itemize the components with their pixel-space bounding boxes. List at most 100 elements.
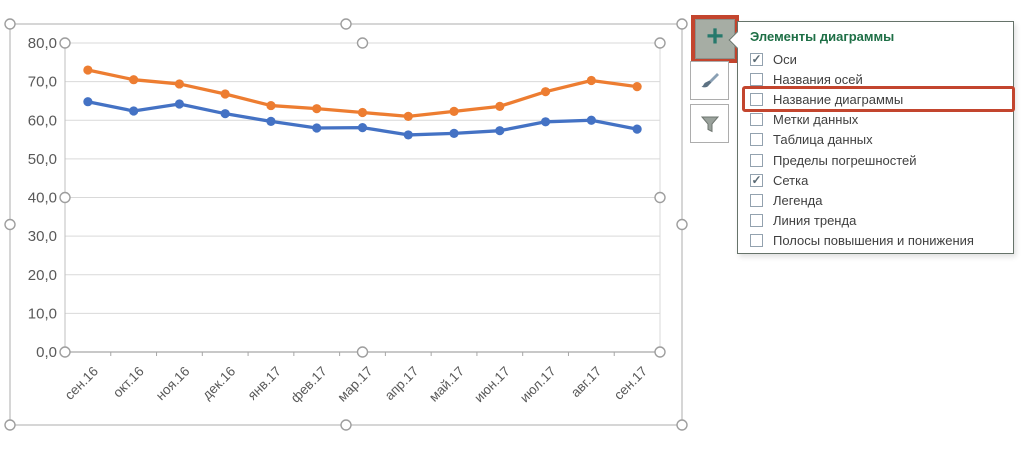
data-point-marker[interactable]	[403, 130, 413, 140]
selection-handle[interactable]	[676, 18, 688, 30]
data-point-marker[interactable]	[403, 111, 413, 121]
checkbox-axis-titles-unchecked[interactable]	[750, 72, 763, 86]
y-axis-labels: 0,0 10,0 20,0 30,0 40,0 50,0 60,0 70,0 80,0	[28, 35, 57, 361]
selection-handle[interactable]	[340, 18, 352, 30]
menu-title: Элементы диаграммы	[750, 29, 895, 44]
data-point-marker[interactable]	[357, 122, 368, 133]
menu-item-label: Метки данных	[773, 112, 859, 128]
data-point-marker[interactable]	[586, 75, 596, 86]
y-tick-label: 60,0	[28, 112, 57, 129]
selection-handle[interactable]	[356, 37, 369, 49]
checkbox-legend-unchecked[interactable]	[750, 193, 763, 207]
series-orange-series[interactable]	[83, 65, 642, 121]
data-point-marker[interactable]	[129, 106, 139, 116]
data-point-marker[interactable]	[266, 100, 276, 111]
menu-item-label: Название диаграммы	[773, 91, 904, 107]
menu-item-legend[interactable]: Легенда	[749, 190, 1013, 210]
data-point-marker[interactable]	[220, 109, 230, 119]
menu-item-axes[interactable]: ✓ Оси	[749, 49, 1013, 69]
x-tick-label: дек.16	[199, 364, 238, 403]
data-point-marker[interactable]	[357, 107, 368, 118]
checkbox-trendline-unchecked[interactable]	[750, 214, 763, 228]
checkbox-axes-checked[interactable]: ✓	[750, 52, 763, 67]
data-point-marker[interactable]	[632, 124, 642, 134]
data-point-marker[interactable]	[540, 117, 551, 127]
menu-item-trendline[interactable]: Линия тренда	[749, 211, 1013, 231]
menu-item-label: Линия тренда	[773, 213, 857, 229]
data-point-marker[interactable]	[586, 115, 596, 125]
selection-handle[interactable]	[59, 37, 71, 49]
checkbox-chart-title-unchecked[interactable]	[750, 92, 763, 106]
data-point-marker[interactable]	[495, 126, 505, 136]
menu-item-label: Оси	[773, 51, 797, 67]
data-point-marker[interactable]	[495, 101, 505, 111]
chart-filters-button[interactable]	[690, 104, 729, 143]
checkbox-data-table-unchecked[interactable]	[750, 133, 763, 147]
selection-handle[interactable]	[654, 346, 666, 358]
series-blue-series[interactable]	[83, 97, 642, 140]
selection-handle[interactable]	[59, 346, 71, 358]
menu-item-gridlines[interactable]: ✓ Сетка	[749, 170, 1013, 190]
funnel-icon	[700, 116, 719, 132]
menu-item-data-labels[interactable]: Метки данных	[749, 110, 1013, 130]
selection-handle[interactable]	[654, 37, 666, 49]
x-tick-label: апр.17	[382, 364, 422, 404]
menu-item-axis-titles[interactable]: Названия осей	[749, 69, 1013, 89]
data-point-marker[interactable]	[174, 79, 185, 89]
data-point-marker[interactable]	[83, 65, 93, 75]
x-tick-label: янв.17	[245, 364, 284, 403]
x-tick-label: сен.17	[611, 364, 650, 403]
x-tick-label: окт.16	[110, 364, 147, 401]
menu-item-label: Сетка	[773, 172, 809, 188]
y-tick-label: 70,0	[28, 74, 57, 91]
menu-item-error-bars[interactable]: Пределы погрешностей	[749, 150, 1013, 170]
x-tick-label: ноя.16	[153, 364, 193, 404]
chart-styles-button[interactable]	[690, 61, 729, 100]
checkbox-up-down-bars-unchecked[interactable]	[750, 234, 763, 248]
data-point-marker[interactable]	[174, 99, 185, 109]
menu-item-label: Легенда	[773, 192, 823, 208]
menu-item-list: ✓ Оси Названия осей Название диаграммы Метки…	[742, 49, 1015, 251]
selection-handle[interactable]	[4, 18, 16, 30]
menu-item-label: Названия осей	[773, 71, 863, 87]
data-point-marker[interactable]	[83, 97, 93, 107]
selection-handle[interactable]	[356, 346, 369, 358]
selection-handle[interactable]	[676, 419, 688, 431]
checkbox-error-bars-unchecked[interactable]	[750, 153, 763, 167]
y-tick-label: 0,0	[36, 344, 57, 361]
data-point-marker[interactable]	[449, 106, 459, 116]
x-tick-label: мар.17	[335, 364, 376, 405]
selected-line-chart[interactable]: 0,0 10,0 20,0 30,0 40,0 50,0 60,0 70,0 80,0 сен.1…	[0, 0, 700, 449]
data-point-marker[interactable]	[449, 128, 459, 138]
data-point-marker[interactable]	[266, 116, 276, 127]
x-tick-label: июн.17	[471, 364, 513, 406]
data-point-marker[interactable]	[312, 104, 322, 114]
x-tick-label: авг.17	[568, 364, 605, 401]
selection-handle[interactable]	[4, 218, 16, 231]
x-axis-labels: сен.16 окт.16 ноя.16 дек.16 янв.17 фев.17 мар.…	[62, 364, 650, 406]
data-point-marker[interactable]	[632, 82, 642, 92]
data-point-marker[interactable]	[129, 75, 139, 85]
selection-handle[interactable]	[676, 218, 688, 231]
selection-handle[interactable]	[4, 419, 16, 431]
plot-area-handles[interactable]	[59, 37, 666, 358]
x-tick-label: июл.17	[517, 364, 559, 406]
menu-item-up-down-bars[interactable]: Полосы повышения и понижения	[749, 231, 1013, 251]
y-tick-label: 10,0	[28, 305, 57, 322]
y-tick-label: 40,0	[28, 190, 57, 207]
menu-item-label: Таблица данных	[773, 132, 873, 148]
data-point-marker[interactable]	[540, 87, 551, 97]
menu-item-chart-title[interactable]: Название диаграммы	[742, 86, 1015, 113]
checkbox-data-labels-unchecked[interactable]	[750, 113, 763, 127]
x-tick-label: фев.17	[288, 364, 330, 406]
data-point-marker[interactable]	[220, 89, 230, 99]
menu-item-data-table[interactable]: Таблица данных	[749, 130, 1013, 150]
checkbox-gridlines-checked[interactable]: ✓	[750, 173, 763, 188]
selection-handle[interactable]	[340, 419, 352, 431]
selection-handle[interactable]	[654, 191, 666, 204]
selection-handle[interactable]	[59, 191, 71, 204]
chart-elements-menu: Элементы диаграммы ✓ Оси Названия осей Назв…	[728, 21, 1015, 254]
data-point-marker[interactable]	[312, 123, 322, 133]
chart-area-handles[interactable]	[4, 18, 688, 431]
